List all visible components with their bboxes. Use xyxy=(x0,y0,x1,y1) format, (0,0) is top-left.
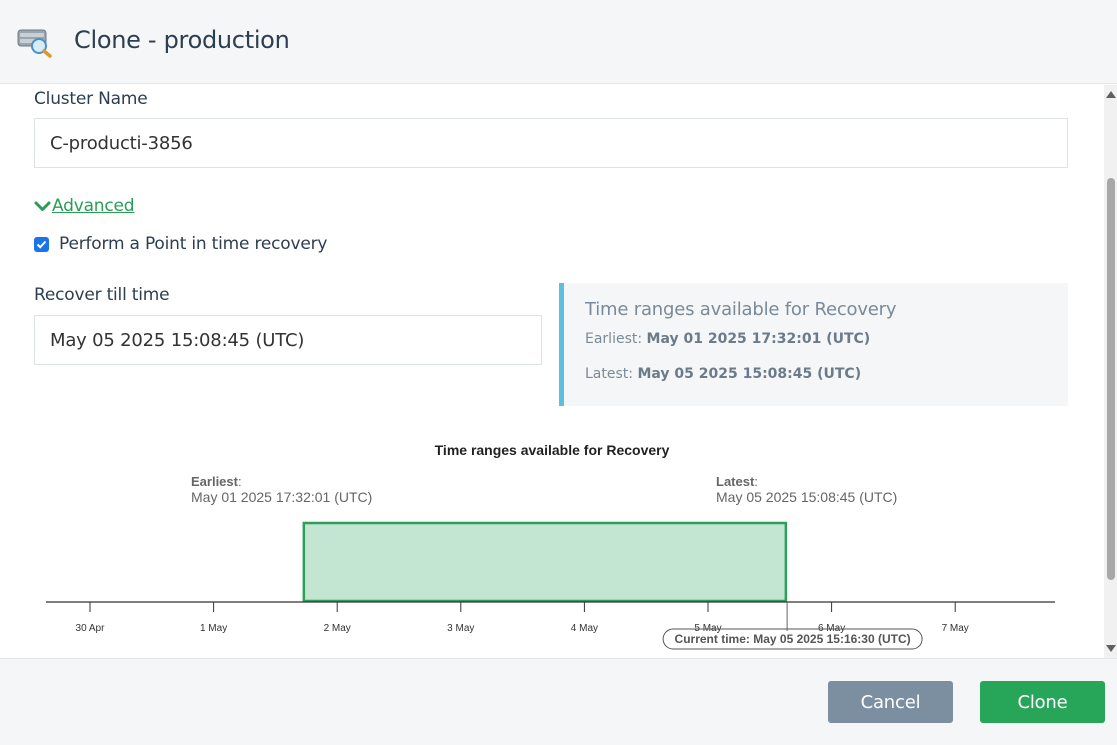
axis-tick-label: 2 May xyxy=(324,623,351,634)
earliest-label: Earliest: xyxy=(585,331,643,347)
axis-tick-label: 3 May xyxy=(447,623,474,634)
recovery-range-bar xyxy=(302,521,788,603)
earliest-value: May 01 2025 17:32:01 (UTC) xyxy=(646,331,871,347)
recovery-info-title: Time ranges available for Recovery xyxy=(585,299,897,320)
chart-latest-label: Latest: xyxy=(716,474,758,489)
recover-till-input[interactable]: May 05 2025 15:08:45 (UTC) xyxy=(34,315,542,365)
advanced-toggle[interactable]: Advanced xyxy=(34,196,135,216)
dialog-body: Cluster Name C-producti-3856 Advanced Pe… xyxy=(0,85,1117,658)
pitr-checkbox-label: Perform a Point in time recovery xyxy=(59,234,328,254)
chart-earliest-value: May 01 2025 17:32:01 (UTC) xyxy=(191,489,372,505)
latest-label: Latest: xyxy=(585,366,633,382)
axis-tick-label: 4 May xyxy=(571,623,598,634)
scroll-down-arrow-icon[interactable] xyxy=(1106,645,1116,652)
current-time-label: Current time: May 05 2025 15:16:30 (UTC) xyxy=(675,632,911,646)
dialog-title: Clone - production xyxy=(74,26,290,54)
vertical-scrollbar[interactable] xyxy=(1104,85,1117,658)
chart-earliest-label: Earliest: xyxy=(191,474,242,489)
database-search-icon xyxy=(17,29,52,58)
chart-latest-value: May 05 2025 15:08:45 (UTC) xyxy=(716,489,897,505)
pitr-checkbox-row[interactable]: Perform a Point in time recovery xyxy=(34,234,327,254)
chart-title: Time ranges available for Recovery xyxy=(435,442,670,458)
checkmark-icon xyxy=(36,240,47,249)
latest-value: May 05 2025 15:08:45 (UTC) xyxy=(637,366,862,382)
scroll-up-arrow-icon[interactable] xyxy=(1106,91,1116,98)
advanced-link[interactable]: Advanced xyxy=(52,196,135,216)
pitr-checkbox[interactable] xyxy=(34,236,49,252)
chevron-down-icon xyxy=(34,201,51,211)
cluster-name-label: Cluster Name xyxy=(34,89,148,109)
scrollbar-thumb[interactable] xyxy=(1107,178,1115,580)
cluster-name-input[interactable]: C-producti-3856 xyxy=(34,118,1068,168)
axis-tick-label: 30 Apr xyxy=(76,623,106,634)
dialog-footer: Cancel Clone xyxy=(0,658,1117,745)
cancel-button[interactable]: Cancel xyxy=(828,681,953,723)
axis-tick-label: 1 May xyxy=(200,623,227,634)
recovery-info-box: Time ranges available for Recovery Earli… xyxy=(559,283,1068,406)
current-time-pill xyxy=(662,628,923,650)
axis-tick-label: 7 May xyxy=(942,623,969,634)
recovery-info-latest: Latest: May 05 2025 15:08:45 (UTC) xyxy=(585,366,861,382)
clone-button[interactable]: Clone xyxy=(980,681,1105,723)
recovery-timeline-chart: Time ranges available for Recovery Earli… xyxy=(46,442,1055,650)
recovery-info-earliest: Earliest: May 01 2025 17:32:01 (UTC) xyxy=(585,331,870,347)
dialog-header: Clone - production xyxy=(0,0,1117,84)
recover-till-label: Recover till time xyxy=(34,285,170,305)
